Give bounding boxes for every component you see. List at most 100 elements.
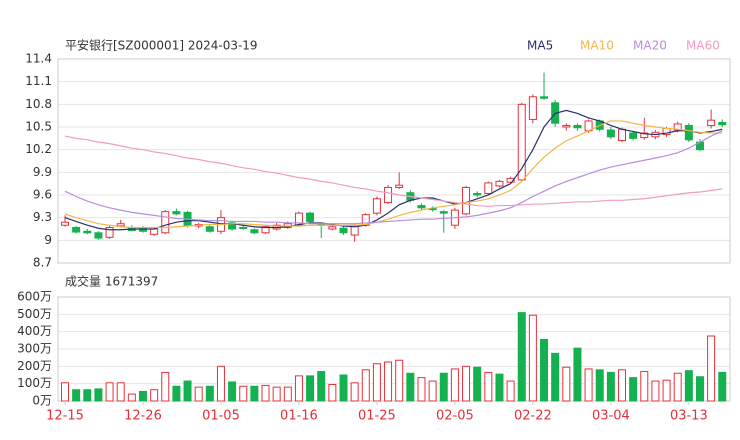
candle-body xyxy=(606,129,615,138)
y-tick-label: 500万 xyxy=(17,307,52,321)
candle-body xyxy=(618,128,626,142)
candle-body xyxy=(462,186,471,215)
volume-bar xyxy=(640,371,649,402)
ma-line xyxy=(64,130,723,225)
volume-bar xyxy=(473,366,482,402)
legend-label: MA60 xyxy=(686,39,720,53)
plot-frame xyxy=(57,58,731,264)
y-tick-label: 9 xyxy=(44,233,52,247)
volume-bar xyxy=(83,389,92,402)
volume-bar xyxy=(495,373,504,402)
y-tick-label: 400万 xyxy=(17,324,52,338)
x-tick-label: 02-22 xyxy=(514,409,552,424)
volume-bar xyxy=(105,382,114,402)
candle-body xyxy=(83,230,92,234)
x-tick-label: 01-25 xyxy=(358,409,396,424)
candle-body xyxy=(707,119,716,126)
candle-body xyxy=(506,177,515,183)
candle-body xyxy=(61,221,69,226)
volume-bar xyxy=(528,314,537,402)
volume-bar xyxy=(540,338,549,402)
ma-line xyxy=(64,120,723,229)
volume-bar xyxy=(283,386,292,402)
volume-bar xyxy=(216,365,225,402)
y-tick-label: 300万 xyxy=(17,342,52,356)
volume-bar xyxy=(306,375,315,402)
candle-body xyxy=(673,123,682,131)
x-tick-label: 01-16 xyxy=(280,409,318,424)
volume-bar xyxy=(584,368,593,402)
candle-body xyxy=(205,226,214,232)
volume-bar xyxy=(150,389,159,402)
volume-bar xyxy=(161,371,170,402)
x-tick-label: 02-05 xyxy=(436,409,474,424)
volume-bar xyxy=(606,371,615,402)
candle-body xyxy=(239,226,248,229)
x-tick-label: 03-04 xyxy=(592,409,630,424)
candle-body xyxy=(94,232,103,239)
volume-bar xyxy=(261,384,270,402)
volume-bar xyxy=(194,386,203,402)
candle-body xyxy=(339,227,348,234)
volume-bar xyxy=(662,379,671,402)
volume-bar xyxy=(250,385,259,402)
volume-bar xyxy=(61,382,69,402)
candle-body xyxy=(528,96,537,120)
volume-bar xyxy=(395,359,404,402)
x-tick-label: 01-05 xyxy=(202,409,240,424)
candle-body xyxy=(228,222,237,230)
candle-body xyxy=(250,229,259,234)
x-tick-label: 12-15 xyxy=(46,409,84,424)
candle-body xyxy=(540,96,549,99)
volume-bar xyxy=(350,382,359,402)
candle-body xyxy=(261,226,270,234)
candle-body xyxy=(294,212,303,226)
volume-bar xyxy=(551,352,560,402)
y-tick-label: 10.8 xyxy=(25,97,52,111)
volume-bar xyxy=(294,375,303,402)
x-tick-label: 03-13 xyxy=(670,409,708,424)
volume-bar xyxy=(372,363,381,402)
volume-bar xyxy=(127,393,136,402)
volume-bar xyxy=(684,370,693,402)
volume-bar xyxy=(72,389,81,402)
volume-bar xyxy=(439,372,448,402)
candle-body xyxy=(372,198,381,214)
volume-bar xyxy=(116,382,125,402)
candle-body xyxy=(417,205,426,209)
legend-label: MA5 xyxy=(527,39,553,53)
volume-bar xyxy=(228,381,237,402)
candle-body xyxy=(72,226,81,233)
y-tick-label: 9.6 xyxy=(33,188,52,202)
y-tick-label: 10.5 xyxy=(25,120,52,134)
y-tick-label: 100万 xyxy=(17,376,52,390)
volume-bar xyxy=(239,385,248,402)
volume-bar xyxy=(618,369,626,402)
candle-body xyxy=(306,212,315,222)
ma-line xyxy=(64,109,723,231)
plot-frame xyxy=(57,296,731,402)
candle-body xyxy=(150,228,159,235)
candle-body xyxy=(484,182,493,194)
y-tick-label: 200万 xyxy=(17,359,52,373)
volume-bar xyxy=(595,369,604,402)
volume-bar xyxy=(406,372,415,402)
y-tick-label: 11.1 xyxy=(25,74,52,88)
volume-bar xyxy=(629,377,638,402)
volume-bar xyxy=(651,380,660,402)
legend-label: MA10 xyxy=(580,39,614,53)
volume-bar xyxy=(183,380,192,402)
x-tick-label: 12-26 xyxy=(124,409,162,424)
legend-label: MA20 xyxy=(633,39,667,53)
candle-body xyxy=(105,226,114,238)
volume-bar xyxy=(205,385,214,402)
candle-body xyxy=(328,226,337,230)
volume-bar xyxy=(450,368,459,402)
candle-body xyxy=(395,184,404,188)
y-tick-label: 600万 xyxy=(17,290,52,304)
candle-body xyxy=(473,192,482,196)
candle-body xyxy=(684,124,693,141)
volume-title: 成交量 1671397 xyxy=(65,274,158,289)
volume-bar xyxy=(573,347,582,402)
